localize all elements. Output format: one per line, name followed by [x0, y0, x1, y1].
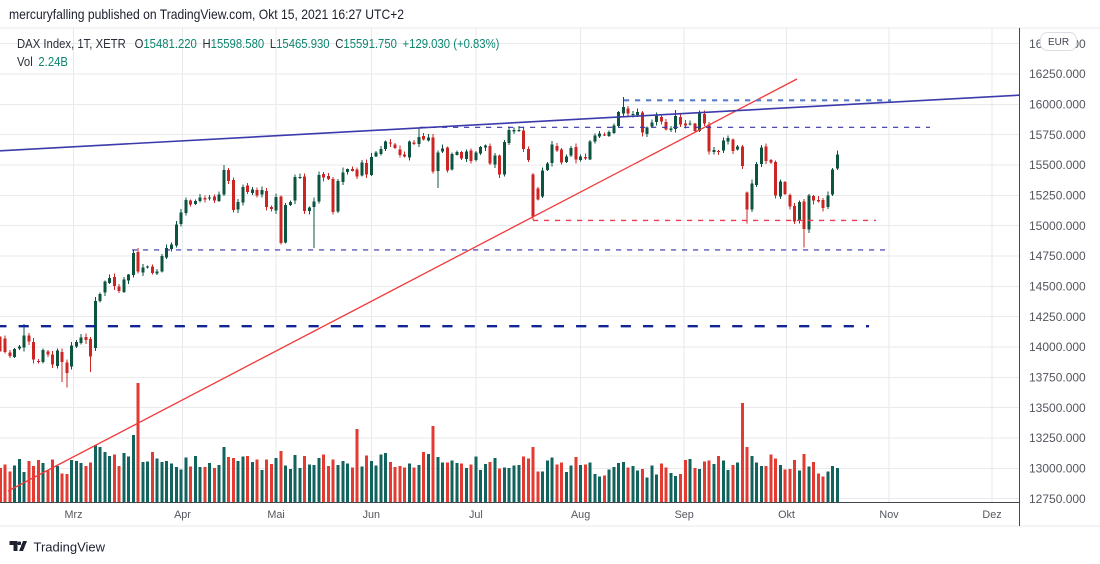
svg-text:TradingView: TradingView: [34, 539, 106, 554]
svg-text:14000.000: 14000.000: [1029, 340, 1086, 354]
svg-text:Dez: Dez: [982, 509, 1001, 521]
svg-text:Aug: Aug: [571, 509, 590, 521]
svg-text:14750.000: 14750.000: [1029, 249, 1086, 263]
svg-text:14500.000: 14500.000: [1029, 280, 1086, 294]
svg-text:Nov: Nov: [879, 509, 899, 521]
svg-text:13500.000: 13500.000: [1029, 401, 1086, 415]
svg-text:Jun: Jun: [363, 509, 380, 521]
svg-text:16250.000: 16250.000: [1029, 67, 1086, 81]
svg-text:15750.000: 15750.000: [1029, 128, 1086, 142]
svg-text:Sep: Sep: [675, 509, 694, 521]
svg-text:Okt: Okt: [778, 509, 795, 521]
svg-text:16000.000: 16000.000: [1029, 98, 1086, 112]
svg-text:13750.000: 13750.000: [1029, 371, 1086, 385]
svg-text:15500.000: 15500.000: [1029, 158, 1086, 172]
svg-text:Mai: Mai: [267, 509, 284, 521]
svg-text:12750.000: 12750.000: [1029, 492, 1086, 506]
svg-text:EUR: EUR: [1048, 37, 1069, 48]
svg-text:13250.000: 13250.000: [1029, 431, 1086, 445]
svg-text:Mrz: Mrz: [65, 509, 83, 521]
svg-text:15000.000: 15000.000: [1029, 219, 1086, 233]
svg-text:14250.000: 14250.000: [1029, 310, 1086, 324]
svg-text:13000.000: 13000.000: [1029, 462, 1086, 476]
svg-text:Apr: Apr: [174, 509, 191, 521]
svg-text:15250.000: 15250.000: [1029, 189, 1086, 203]
svg-text:Jul: Jul: [469, 509, 483, 521]
